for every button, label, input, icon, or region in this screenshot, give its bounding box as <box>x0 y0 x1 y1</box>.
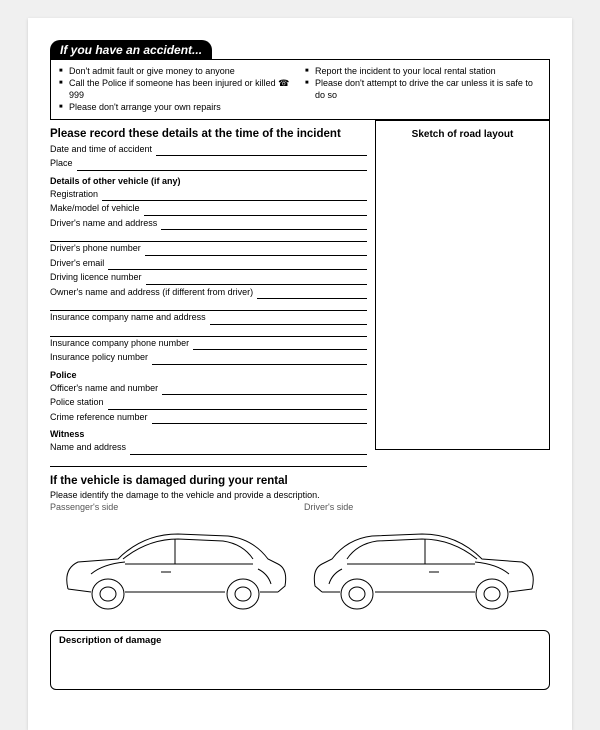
accident-guidance-box: Don't admit fault or give money to anyon… <box>50 59 550 120</box>
field-witness-addr-2[interactable] <box>50 456 367 467</box>
field-officer[interactable] <box>162 386 367 395</box>
bullet-item: Don't admit fault or give money to anyon… <box>59 65 295 77</box>
bullet-item: Please don't arrange your own repairs <box>59 101 295 113</box>
driver-side-label: Driver's side <box>304 502 550 512</box>
label-crime-ref: Crime reference number <box>50 411 148 425</box>
bullets-left: Don't admit fault or give money to anyon… <box>59 65 295 114</box>
label-driver-email: Driver's email <box>50 257 104 271</box>
passenger-side-label: Passenger's side <box>50 502 296 512</box>
damage-instruction: Please identify the damage to the vehicl… <box>50 490 550 500</box>
car-diagram-row: Passenger's side <box>50 502 550 626</box>
car-passenger-icon <box>50 514 296 624</box>
description-title: Description of damage <box>59 635 541 646</box>
field-make-model[interactable] <box>144 207 367 216</box>
incident-details-column: Please record these details at the time … <box>50 120 367 467</box>
car-driver-icon <box>304 514 550 624</box>
header-bar: If you have an accident... <box>50 40 212 60</box>
field-place[interactable] <box>77 162 367 171</box>
field-owner-addr-2[interactable] <box>50 300 367 311</box>
label-station: Police station <box>50 396 104 410</box>
bullet-item: Call the Police if someone has been inju… <box>59 77 295 101</box>
field-insurance-phone[interactable] <box>193 341 367 350</box>
other-vehicle-heading: Details of other vehicle (if any) <box>50 176 367 186</box>
field-licence[interactable] <box>146 276 367 285</box>
witness-heading: Witness <box>50 429 367 439</box>
field-station[interactable] <box>108 401 367 410</box>
label-owner-name-addr: Owner's name and address (if different f… <box>50 286 253 300</box>
label-officer: Officer's name and number <box>50 382 158 396</box>
sketch-box[interactable]: Sketch of road layout <box>375 120 550 450</box>
field-witness-name-addr[interactable] <box>130 446 367 455</box>
label-driver-name-addr: Driver's name and address <box>50 217 157 231</box>
label-insurance-name-addr: Insurance company name and address <box>50 311 206 325</box>
field-owner-name-addr[interactable] <box>257 290 367 299</box>
field-driver-name-addr[interactable] <box>161 221 367 230</box>
label-registration: Registration <box>50 188 98 202</box>
bullets-right: Report the incident to your local rental… <box>305 65 541 114</box>
bullet-item: Report the incident to your local rental… <box>305 65 541 77</box>
passenger-side-col: Passenger's side <box>50 502 296 626</box>
sketch-title: Sketch of road layout <box>376 129 549 140</box>
label-licence: Driving licence number <box>50 271 142 285</box>
label-make-model: Make/model of vehicle <box>50 202 140 216</box>
bullet-item: Please don't attempt to drive the car un… <box>305 77 541 101</box>
field-insurance-policy[interactable] <box>152 356 367 365</box>
accident-form-page: If you have an accident... Don't admit f… <box>28 18 572 730</box>
damage-title: If the vehicle is damaged during your re… <box>50 475 550 487</box>
label-place: Place <box>50 157 73 171</box>
police-heading: Police <box>50 370 367 380</box>
field-insurance-addr-2[interactable] <box>50 326 367 337</box>
field-driver-phone[interactable] <box>145 247 367 256</box>
field-registration[interactable] <box>102 192 367 201</box>
label-date-time: Date and time of accident <box>50 143 152 157</box>
label-witness-name-addr: Name and address <box>50 441 126 455</box>
field-driver-email[interactable] <box>108 261 367 270</box>
description-box[interactable]: Description of damage <box>50 630 550 690</box>
field-driver-addr-2[interactable] <box>50 231 367 242</box>
label-insurance-phone: Insurance company phone number <box>50 337 189 351</box>
label-driver-phone: Driver's phone number <box>50 242 141 256</box>
field-crime-ref[interactable] <box>152 415 367 424</box>
label-insurance-policy: Insurance policy number <box>50 351 148 365</box>
driver-side-col: Driver's side <box>304 502 550 626</box>
field-date-time[interactable] <box>156 147 367 156</box>
record-title: Please record these details at the time … <box>50 128 367 140</box>
field-insurance-name-addr[interactable] <box>210 316 367 325</box>
